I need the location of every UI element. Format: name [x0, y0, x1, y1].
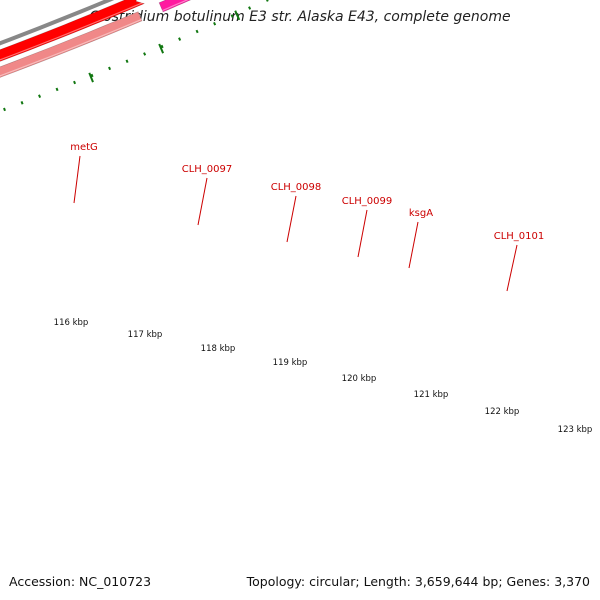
gene-label: metG — [70, 142, 98, 153]
outer-dot — [230, 14, 234, 18]
outer-dot — [20, 101, 24, 105]
gene-label-leader — [357, 209, 368, 258]
axis-label: 121 kbp — [414, 390, 449, 400]
outer-dot — [143, 52, 147, 56]
outer-dot — [160, 44, 164, 49]
gene-label-leader — [506, 244, 518, 292]
outer-dot — [195, 29, 199, 34]
gene-label-leader — [286, 195, 297, 243]
outer-dot — [248, 6, 252, 10]
outer-dot — [38, 94, 42, 98]
accession-text: Accession: NC_010723 — [9, 574, 152, 589]
axis-label: 119 kbp — [273, 358, 308, 368]
gene-label: CLH_0098 — [271, 182, 322, 193]
cds-arrow-shine — [0, 1, 144, 61]
major-tick — [234, 10, 241, 21]
genome-stats-text: Topology: circular; Length: 3,659,644 bp… — [246, 574, 590, 589]
gene-label-leader — [73, 155, 81, 204]
axis-label: 120 kbp — [342, 374, 377, 384]
outer-dot — [73, 80, 77, 85]
axis-label: 117 kbp — [128, 330, 163, 340]
axis-label: 116 kbp — [54, 318, 89, 328]
cds-arrow — [0, 0, 146, 62]
major-tick — [158, 43, 165, 54]
gene-metG-feature — [0, 11, 143, 78]
gene-CLH_0097-feature — [158, 0, 192, 13]
gene-label-leader — [197, 177, 208, 226]
map-title: Clostridium botulinum E3 str. Alaska E43… — [89, 9, 511, 25]
outer-dot — [90, 73, 94, 78]
axis-label: 122 kbp — [485, 407, 520, 417]
gene-label: CLH_0101 — [494, 231, 545, 242]
gene-label: ksgA — [409, 208, 433, 219]
gene-label: CLH_0099 — [342, 196, 393, 207]
outer-dot — [3, 107, 6, 112]
axis-label: 123 kbp — [558, 425, 593, 435]
outer-dot — [266, 0, 269, 2]
outer-dot — [125, 59, 129, 63]
outer-dot — [213, 21, 217, 26]
gene-label: CLH_0097 — [182, 164, 233, 175]
gene-CLH_0097-feature-shine — [162, 0, 189, 12]
outer-dot — [178, 37, 182, 41]
backbone-line — [0, 0, 115, 46]
outer-dot — [55, 87, 59, 92]
axis-label: 118 kbp — [201, 344, 236, 354]
gene-label-leader — [408, 221, 419, 269]
gene-metG-feature-shine — [0, 18, 142, 77]
outer-dot — [108, 66, 112, 71]
major-tick — [88, 72, 94, 83]
